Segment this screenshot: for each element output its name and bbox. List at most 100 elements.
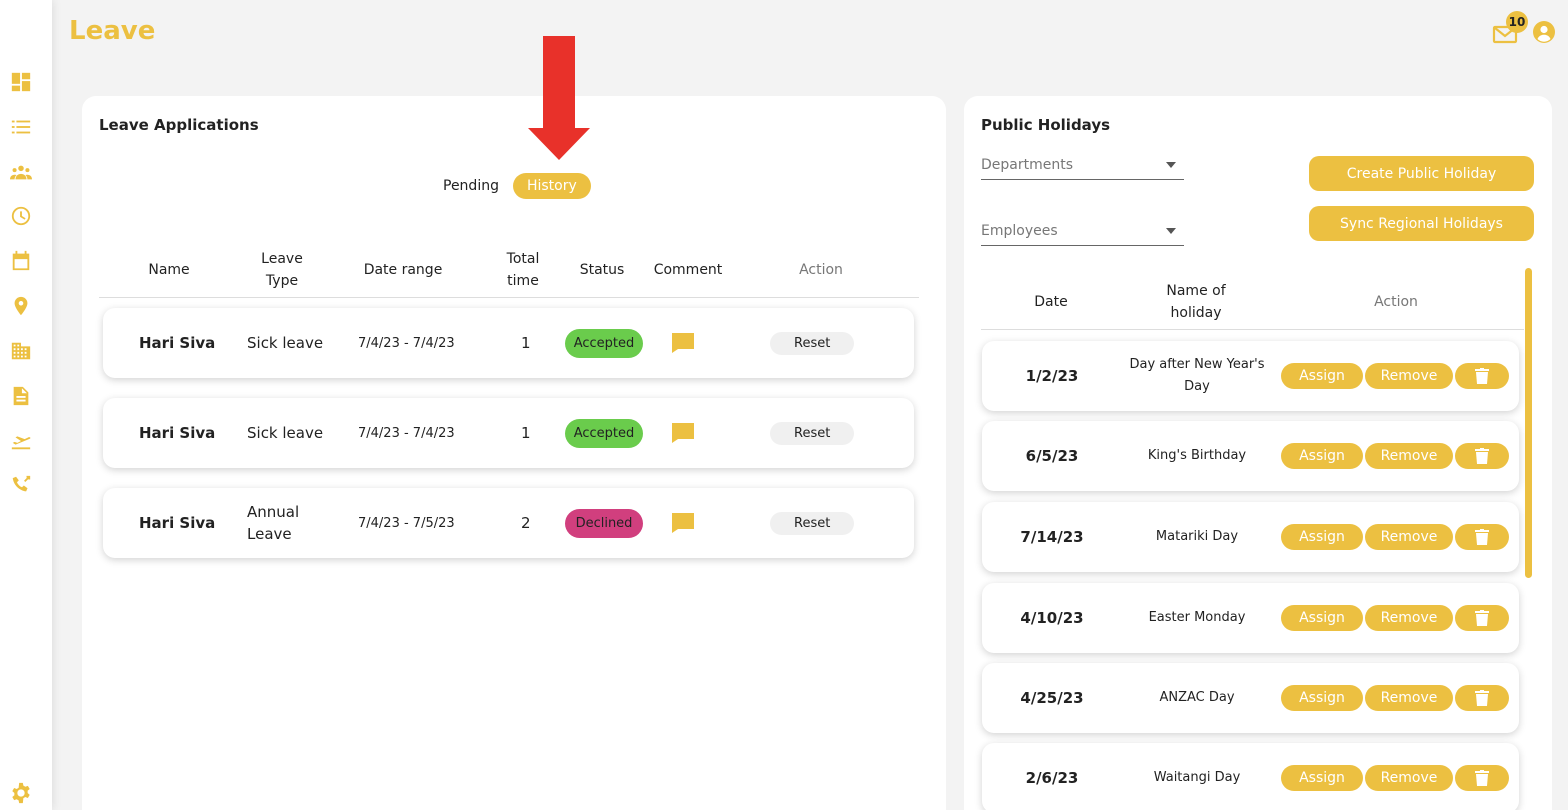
leave-applications-title: Leave Applications (99, 116, 259, 134)
leave-total-time: 2 (521, 514, 531, 532)
leave-row: Hari Siva Annual Leave 7/4/23 - 7/5/23 2… (103, 488, 914, 558)
holiday-date: 1/2/23 (1025, 367, 1079, 385)
topbar-icons: 10 (1492, 11, 1556, 48)
assign-button[interactable]: Assign (1281, 605, 1363, 631)
col-date: Date (1034, 294, 1068, 310)
document-icon[interactable] (9, 384, 33, 408)
col-total-time: Total time (506, 251, 540, 289)
trash-icon[interactable] (1455, 363, 1509, 389)
holiday-date: 6/5/23 (1025, 447, 1079, 465)
leave-date-range: 7/4/23 - 7/4/23 (358, 335, 455, 351)
col-holiday-action: Action (1374, 294, 1418, 310)
remove-button[interactable]: Remove (1365, 605, 1453, 631)
holiday-date: 7/14/23 (1020, 528, 1084, 546)
reset-button[interactable]: Reset (770, 331, 855, 355)
create-public-holiday-button[interactable]: Create Public Holiday (1309, 156, 1534, 191)
public-holidays-card: Public Holidays Departments Employees Cr… (964, 96, 1552, 810)
trash-icon[interactable] (1455, 443, 1509, 469)
leave-type: Sick leave (247, 334, 324, 352)
comment-icon[interactable] (671, 488, 695, 558)
status-badge: Accepted (565, 328, 643, 358)
plane-icon[interactable] (9, 429, 33, 453)
holiday-name: Waitangi Day (1153, 770, 1241, 785)
col-comment: Comment (653, 262, 723, 278)
leave-type: Annual Leave (247, 503, 300, 543)
sync-regional-holidays-button[interactable]: Sync Regional Holidays (1309, 206, 1534, 241)
list-icon[interactable] (9, 115, 33, 139)
leave-name: Hari Siva (139, 334, 216, 352)
assign-button[interactable]: Assign (1281, 363, 1363, 389)
comment-icon[interactable] (671, 308, 695, 378)
assign-button[interactable]: Assign (1281, 765, 1363, 791)
clock-icon[interactable] (9, 204, 33, 228)
holiday-date: 2/6/23 (1025, 769, 1079, 787)
trash-icon[interactable] (1455, 524, 1509, 550)
leave-tabs: Pending History (443, 173, 591, 199)
employees-label: Employees (981, 222, 1058, 239)
caret-down-icon (1166, 161, 1176, 168)
caret-down-icon (1166, 227, 1176, 234)
holiday-name: ANZAC Day (1159, 690, 1235, 705)
assign-button[interactable]: Assign (1281, 524, 1363, 550)
remove-button[interactable]: Remove (1365, 685, 1453, 711)
departments-select[interactable]: Departments (981, 150, 1184, 180)
assign-button[interactable]: Assign (1281, 685, 1363, 711)
status-badge: Declined (565, 508, 643, 538)
gear-icon[interactable] (10, 782, 32, 808)
leave-table-header: Name Leave Type Date range Total time St… (99, 242, 919, 298)
leave-name: Hari Siva (139, 424, 216, 442)
user-profile-icon[interactable] (1532, 20, 1556, 48)
holiday-name: Day after New Year's Day (1129, 357, 1265, 394)
page-title: Leave (69, 16, 156, 46)
leave-row: Hari Siva Sick leave 7/4/23 - 7/4/23 1 A… (103, 308, 914, 378)
holidays-table-header: Date Name of holiday Action (981, 274, 1524, 330)
tab-history[interactable]: History (512, 173, 591, 199)
holiday-name: King's Birthday (1147, 448, 1247, 463)
holiday-name: Matariki Day (1155, 529, 1239, 544)
team-icon[interactable] (9, 160, 33, 184)
building-icon[interactable] (9, 339, 33, 363)
holiday-row: 7/14/23 Matariki Day Assign Remove (982, 502, 1519, 572)
holiday-row: 1/2/23 Day after New Year's Day Assign R… (982, 341, 1519, 411)
mail-icon[interactable]: 10 (1492, 11, 1528, 47)
location-pin-icon[interactable] (9, 294, 33, 318)
holiday-date: 4/10/23 (1020, 609, 1084, 627)
trash-icon[interactable] (1455, 605, 1509, 631)
leave-total-time: 1 (521, 424, 531, 442)
leave-type: Sick leave (247, 424, 324, 442)
phone-forward-icon[interactable] (9, 473, 33, 497)
holiday-date: 4/25/23 (1020, 689, 1084, 707)
comment-icon[interactable] (671, 398, 695, 468)
holiday-name: Easter Monday (1148, 610, 1246, 625)
remove-button[interactable]: Remove (1365, 363, 1453, 389)
leave-total-time: 1 (521, 334, 531, 352)
arrow-down-icon (528, 36, 590, 160)
col-action: Action (799, 262, 843, 278)
leave-date-range: 7/4/23 - 7/5/23 (358, 515, 455, 531)
tab-pending[interactable]: Pending (443, 178, 499, 194)
col-name: Name (148, 262, 190, 278)
status-badge: Accepted (565, 418, 643, 448)
assign-button[interactable]: Assign (1281, 443, 1363, 469)
col-holiday-name: Name of holiday (1166, 283, 1226, 321)
remove-button[interactable]: Remove (1365, 765, 1453, 791)
leave-name: Hari Siva (139, 514, 216, 532)
holiday-row: 6/5/23 King's Birthday Assign Remove (982, 421, 1519, 491)
reset-button[interactable]: Reset (770, 511, 855, 535)
sidebar (0, 0, 52, 810)
employees-select[interactable]: Employees (981, 216, 1184, 246)
remove-button[interactable]: Remove (1365, 524, 1453, 550)
calendar-icon[interactable] (9, 249, 33, 273)
col-leave-type: Leave Type (261, 251, 303, 289)
dashboard-icon[interactable] (9, 70, 33, 94)
trash-icon[interactable] (1455, 765, 1509, 791)
scrollbar[interactable] (1525, 268, 1532, 578)
holiday-row: 4/25/23 ANZAC Day Assign Remove (982, 663, 1519, 733)
leave-date-range: 7/4/23 - 7/4/23 (358, 425, 455, 441)
remove-button[interactable]: Remove (1365, 443, 1453, 469)
reset-button[interactable]: Reset (770, 421, 855, 445)
trash-icon[interactable] (1455, 685, 1509, 711)
holiday-row: 4/10/23 Easter Monday Assign Remove (982, 583, 1519, 653)
col-status: Status (579, 262, 625, 278)
public-holidays-title: Public Holidays (981, 116, 1111, 134)
